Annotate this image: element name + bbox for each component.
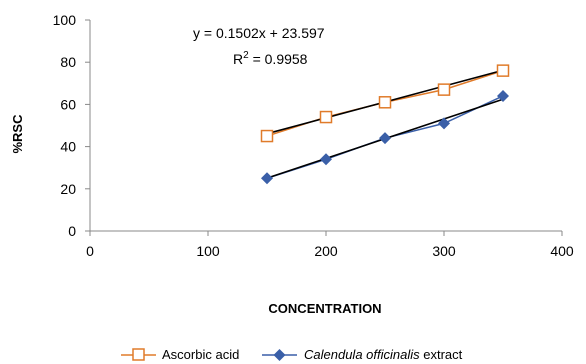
r-squared-label: R2 = 0.9958 <box>233 50 308 67</box>
x-tick-label: 100 <box>196 243 220 259</box>
y-tick-label: 80 <box>60 54 76 70</box>
y-axis-title: %RSC <box>10 114 25 154</box>
y-tick-label: 100 <box>53 12 77 28</box>
data-point-diamond <box>438 117 450 130</box>
axes <box>89 20 562 232</box>
y-tick-label: 60 <box>60 96 76 112</box>
y-tick-label: 20 <box>60 181 76 197</box>
legend-marker-square <box>132 348 145 361</box>
data-point-square <box>319 110 333 124</box>
legend-label-calendula-rest: extract <box>420 347 463 362</box>
data-point-diamond <box>320 153 332 166</box>
data-point-square <box>496 64 510 77</box>
data-point-square <box>378 96 392 109</box>
x-tick-label: 300 <box>432 243 456 259</box>
r-squared-value: = 0.9958 <box>249 51 308 67</box>
data-point-diamond <box>497 89 509 102</box>
data-point-square <box>260 129 274 143</box>
x-tick-label: 400 <box>550 243 574 259</box>
r-squared-superscript: 2 <box>243 50 249 61</box>
data-point-square <box>437 83 451 96</box>
y-tick-label: 0 <box>68 223 76 239</box>
x-axis-ticks: 0 100 200 300 400 <box>86 231 574 259</box>
x-tick-label: 0 <box>86 243 94 259</box>
legend: Ascorbic acid Calendula officinalis extr… <box>121 347 463 362</box>
y-tick-label: 40 <box>60 139 76 155</box>
x-tick-label: 200 <box>314 243 338 259</box>
legend-marker-diamond <box>273 349 286 361</box>
x-axis-title: CONCENTRATION <box>268 301 381 316</box>
legend-label-calendula: Calendula officinalis extract <box>304 347 463 362</box>
r-squared-r: R <box>233 51 243 67</box>
data-point-diamond <box>261 172 273 185</box>
legend-item-calendula: Calendula officinalis extract <box>262 347 463 362</box>
legend-label-ascorbic: Ascorbic acid <box>162 347 239 362</box>
trendline-equation: y = 0.1502x + 23.597 <box>193 25 325 41</box>
legend-item-ascorbic-acid: Ascorbic acid <box>121 347 239 362</box>
series-markers <box>260 64 510 185</box>
legend-label-calendula-italic: Calendula officinalis <box>304 347 420 362</box>
y-axis-ticks: 0 20 40 60 80 100 <box>53 12 90 239</box>
data-point-diamond <box>379 132 391 145</box>
trendlines <box>266 69 504 179</box>
